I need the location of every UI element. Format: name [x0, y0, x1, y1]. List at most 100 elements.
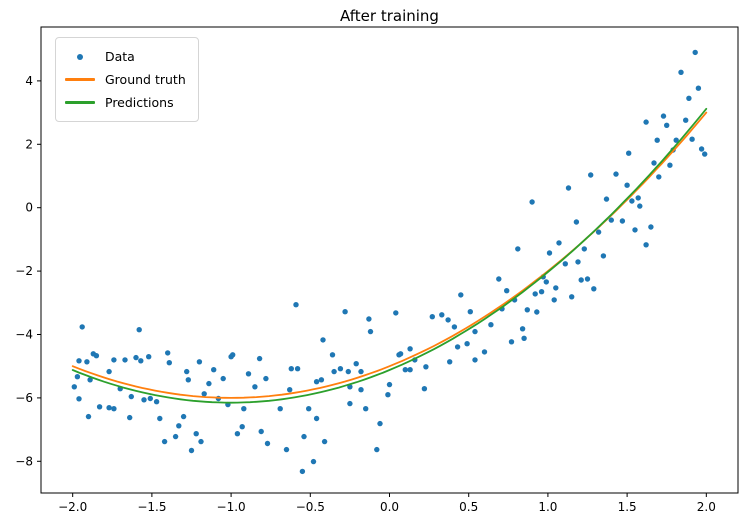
- scatter-point: [220, 375, 226, 382]
- scatter-point: [603, 196, 610, 202]
- y-tick-label: −2: [15, 264, 33, 278]
- scatter-point: [683, 117, 689, 123]
- scatter-point: [439, 312, 445, 318]
- scatter-point: [363, 406, 369, 412]
- ground-truth-marker-icon: [65, 78, 95, 81]
- scatter-point: [573, 219, 580, 225]
- scatter-point: [180, 413, 187, 420]
- scatter-point: [695, 85, 702, 91]
- scatter-point: [632, 227, 638, 233]
- y-tick-label: 4: [25, 74, 33, 88]
- scatter-point: [153, 399, 160, 405]
- scatter-point: [239, 424, 245, 430]
- scatter-point: [367, 328, 374, 335]
- scatter-point: [504, 288, 510, 294]
- scatter-point: [329, 352, 336, 358]
- scatter-point: [667, 162, 673, 168]
- scatter-point: [445, 317, 451, 323]
- scatter-point: [318, 377, 325, 383]
- scatter-point: [421, 386, 428, 392]
- scatter-point: [230, 352, 236, 358]
- scatter-point: [608, 217, 614, 223]
- scatter-point: [423, 364, 429, 370]
- scatter-point: [337, 366, 344, 372]
- scatter-point: [686, 95, 692, 102]
- legend: Data Ground truth Predictions: [55, 37, 199, 122]
- y-tick-label: −8: [15, 454, 33, 468]
- scatter-point: [79, 324, 85, 330]
- data-marker-icon: [77, 53, 83, 60]
- scatter-point: [551, 297, 557, 303]
- scatter-point: [96, 404, 103, 410]
- scatter-point: [472, 357, 478, 363]
- scatter-point: [562, 261, 568, 267]
- scatter-point: [74, 374, 81, 380]
- scatter-point: [71, 384, 78, 390]
- scatter-point: [532, 291, 538, 297]
- scatter-point: [347, 400, 353, 407]
- legend-item-predictions: Predictions: [65, 91, 186, 114]
- scatter-point: [76, 396, 82, 402]
- scatter-point: [366, 316, 372, 322]
- x-tick-label: 1.5: [618, 500, 637, 514]
- x-tick-label: −1.0: [217, 500, 246, 514]
- scatter-point: [407, 367, 413, 373]
- y-tick-label: −4: [15, 327, 33, 341]
- scatter-point: [136, 327, 142, 333]
- scatter-point: [146, 354, 152, 360]
- scatter-point: [581, 246, 587, 252]
- scatter-point: [664, 122, 670, 128]
- scatter-point: [635, 195, 641, 201]
- legend-label-ground-truth: Ground truth: [105, 72, 186, 87]
- scatter-point: [85, 413, 92, 420]
- scatter-point: [393, 310, 399, 316]
- scatter-point: [321, 438, 328, 445]
- x-tick-label: 0.5: [459, 500, 478, 514]
- scatter-point: [358, 387, 364, 393]
- scatter-point: [111, 406, 117, 412]
- y-tick-label: −6: [15, 391, 33, 405]
- scatter-point: [656, 174, 662, 180]
- scatter-point: [524, 307, 530, 313]
- scatter-point: [546, 250, 553, 256]
- scatter-point: [600, 253, 607, 259]
- scatter-point: [538, 289, 545, 295]
- scatter-point: [106, 368, 112, 375]
- scatter-point: [584, 276, 591, 282]
- plot-title: After training: [340, 7, 439, 25]
- scatter-point: [464, 341, 470, 347]
- scatter-point: [161, 438, 168, 445]
- scatter-point: [293, 302, 299, 308]
- scatter-point: [496, 276, 502, 282]
- scatter-point: [569, 294, 575, 300]
- scatter-point: [626, 150, 632, 156]
- predictions-marker-icon: [65, 101, 95, 104]
- scatter-point: [258, 428, 264, 435]
- scatter-point: [188, 447, 195, 454]
- scatter-point: [128, 393, 134, 400]
- scatter-point: [172, 433, 179, 440]
- scatter-point: [138, 358, 144, 364]
- scatter-point: [613, 171, 619, 177]
- scatter-point: [184, 368, 190, 375]
- scatter-point: [447, 359, 453, 365]
- scatter-point: [402, 367, 408, 373]
- scatter-point: [263, 375, 269, 382]
- scatter-point: [595, 229, 602, 235]
- scatter-point: [157, 415, 163, 422]
- scatter-point: [299, 468, 306, 475]
- scatter-point: [689, 136, 695, 142]
- scatter-point: [407, 346, 413, 352]
- legend-item-ground-truth: Ground truth: [65, 68, 186, 91]
- scatter-point: [196, 359, 203, 365]
- scatter-series: [71, 49, 708, 475]
- scatter-point: [543, 279, 549, 285]
- scatter-point: [141, 397, 147, 403]
- scatter-point: [643, 242, 649, 248]
- scatter-point: [176, 423, 182, 429]
- scatter-point: [264, 440, 271, 447]
- scatter-point: [147, 395, 153, 402]
- scatter-point: [122, 357, 128, 363]
